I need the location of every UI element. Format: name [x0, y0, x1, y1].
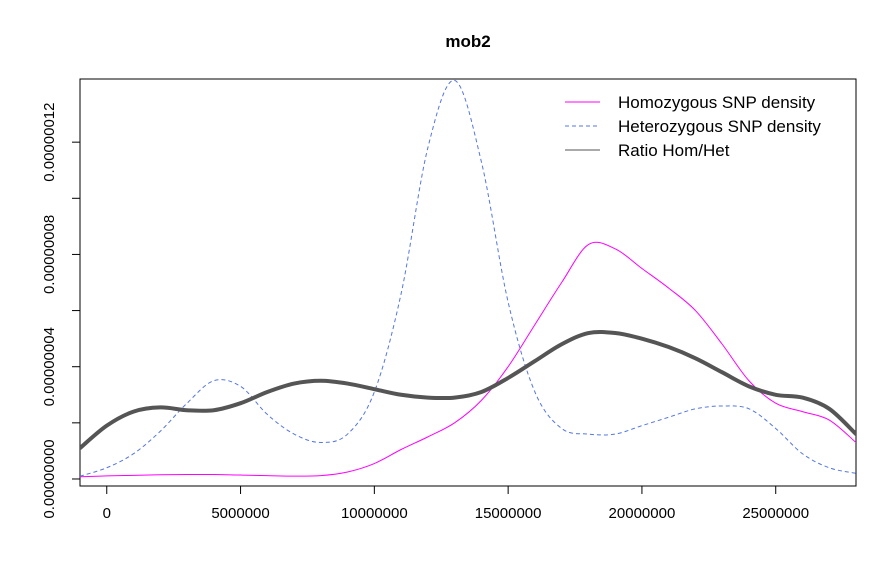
series-line-1 — [80, 241, 856, 478]
y-tick-label: 0.00000012 — [41, 103, 58, 182]
x-tick-label: 20000000 — [609, 505, 676, 522]
series-line-3 — [80, 329, 856, 451]
x-tick-label: 10000000 — [341, 505, 408, 522]
chart-title: mob2 — [445, 32, 490, 51]
x-tick-label: 15000000 — [475, 505, 542, 522]
y-axis: 0.00000000 0.00000004 0.00000008 0.00000012 — [41, 103, 81, 519]
x-tick-label: 25000000 — [742, 505, 809, 522]
x-axis: 0 5000000 10000000 15000000 20000000 25000000 — [103, 485, 809, 522]
y-tick-label: 0.00000000 — [41, 439, 58, 518]
series-layer — [80, 79, 856, 478]
legend-label-2: Heterozygous SNP density — [618, 117, 821, 136]
x-tick-label: 5000000 — [211, 505, 269, 522]
series-line-2 — [80, 79, 856, 477]
y-tick-label: 0.00000004 — [41, 327, 58, 406]
x-tick-label: 0 — [103, 505, 111, 522]
legend-label-1: Homozygous SNP density — [618, 93, 816, 112]
y-tick-label: 0.00000008 — [41, 215, 58, 294]
plot-frame — [79, 78, 857, 487]
legend: Homozygous SNP density Heterozygous SNP d… — [565, 93, 821, 160]
legend-label-3: Ratio Hom/Het — [618, 141, 730, 160]
